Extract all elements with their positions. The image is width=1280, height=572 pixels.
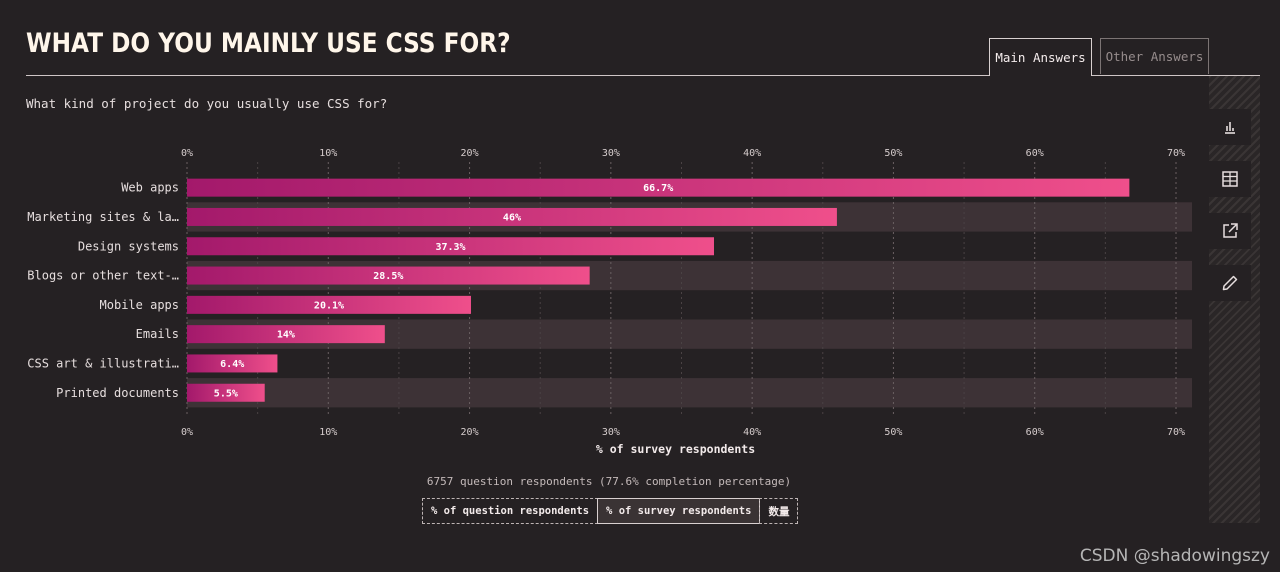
category-label: Printed documents [56,386,179,400]
x-tick-label-bottom: 40% [743,427,761,438]
bar [187,383,265,402]
bar [187,295,471,314]
x-tick-label-top: 10% [319,148,337,159]
x-tick-label-top: 50% [884,148,902,159]
bar [187,325,385,344]
category-label: Mobile apps [100,298,179,312]
share-icon [1223,223,1238,238]
bar-value-label: 66.7% [643,183,673,194]
category-label: Emails [136,327,179,341]
category-label: Blogs or other text-… [27,269,179,283]
bar [187,207,837,226]
x-tick-label-bottom: 70% [1167,427,1185,438]
bar-value-label: 28.5% [373,271,403,282]
question-text: What kind of project do you usually use … [26,96,388,111]
tab-other-answers[interactable]: Other Answers [1100,38,1209,74]
edit-icon [1222,275,1238,291]
x-tick-label-top: 60% [1026,148,1044,159]
x-tick-label-top: 30% [602,148,620,159]
toggle-count[interactable]: 数量 [759,498,799,524]
x-axis-title: % of survey respondents [596,442,755,456]
bar-chart-view-button[interactable] [1209,109,1251,145]
bar-chart-icon [1225,122,1235,134]
bar [187,354,278,373]
x-tick-label-bottom: 30% [602,427,620,438]
x-tick-label-top: 40% [743,148,761,159]
x-tick-label-bottom: 10% [319,427,337,438]
watermark: CSDN @shadowingszy [1079,546,1270,566]
category-label: Web apps [121,181,179,195]
category-label: CSS art & illustrati… [27,356,179,370]
bar-value-label: 14% [277,330,295,341]
x-tick-label-bottom: 50% [884,427,902,438]
share-button[interactable] [1209,213,1251,249]
table-icon [1222,171,1238,187]
table-view-button[interactable] [1209,161,1251,197]
category-label: Design systems [78,239,179,253]
bar-value-label: 37.3% [435,242,465,253]
toggle-question-respondents[interactable]: % of question respondents [422,498,599,524]
bar-value-label: 20.1% [314,300,344,311]
bar-value-label: 6.4% [220,359,244,370]
bar-chart: 0% 0% 10% 10% 20% 20% 30% 30% 40% 40% 50% 50% 60% 60%… [27,148,1192,456]
x-tick-label-bottom: 0% [181,427,193,438]
bar [187,266,590,285]
row-band [187,378,1192,408]
x-tick-label-top: 70% [1167,148,1185,159]
respondents-note: 6757 question respondents (77.6% complet… [426,475,792,488]
bar [187,237,714,256]
units-toggle-group: % of question respondents % of survey re… [422,498,799,524]
category-label: Marketing sites & la… [27,210,179,224]
x-tick-label-top: 0% [181,148,193,159]
bar-value-label: 5.5% [214,388,238,399]
page-title: WHAT DO YOU MAINLY USE CSS FOR? [26,28,511,59]
toggle-survey-respondents[interactable]: % of survey respondents [597,498,761,524]
x-tick-label-top: 20% [461,148,479,159]
x-tick-label-bottom: 60% [1026,427,1044,438]
bar [187,178,1130,197]
bar-value-label: 46% [503,212,521,223]
tab-main-answers[interactable]: Main Answers [989,38,1092,76]
title-divider [26,75,1260,76]
x-tick-label-bottom: 20% [461,427,479,438]
edit-button[interactable] [1209,265,1251,301]
